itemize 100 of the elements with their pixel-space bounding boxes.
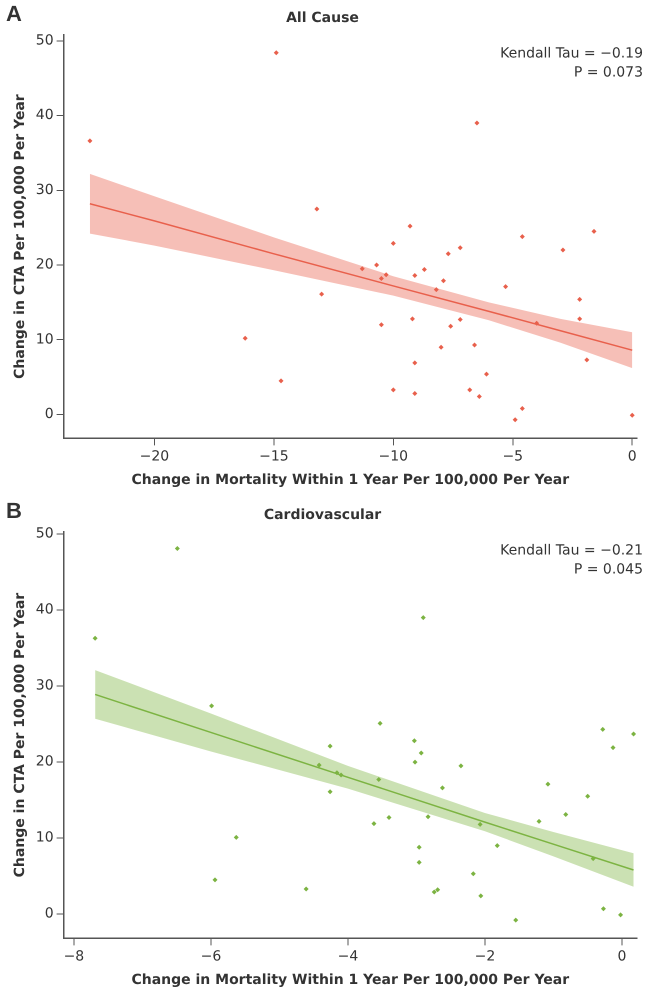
x-axis-title: Change in Mortality Within 1 Year Per 100,000 Per Year bbox=[131, 472, 570, 488]
point bbox=[412, 738, 417, 744]
point bbox=[174, 546, 180, 552]
y-tick-label: 10 bbox=[36, 830, 54, 846]
point bbox=[412, 760, 418, 765]
point bbox=[334, 770, 340, 776]
point bbox=[476, 394, 482, 400]
point bbox=[577, 316, 582, 322]
point bbox=[390, 387, 396, 392]
point bbox=[545, 782, 550, 787]
text: A bbox=[6, 1, 22, 26]
point bbox=[446, 251, 451, 256]
point bbox=[420, 615, 426, 620]
y-tick-label: 50 bbox=[36, 32, 54, 48]
point bbox=[328, 744, 333, 749]
point bbox=[422, 266, 427, 272]
x-axis-title: Change in Mortality Within 1 Year Per 100,000 Per Year bbox=[131, 972, 570, 988]
point bbox=[374, 262, 380, 268]
point bbox=[478, 822, 483, 827]
point bbox=[408, 224, 413, 229]
x-tick-label: 0 bbox=[617, 948, 626, 964]
chart-title: Cardiovascular bbox=[264, 507, 382, 524]
point bbox=[584, 357, 590, 362]
y-tick-label: 20 bbox=[36, 256, 54, 273]
point bbox=[274, 50, 279, 56]
point bbox=[585, 794, 590, 799]
point bbox=[630, 412, 635, 418]
point bbox=[412, 272, 418, 278]
point bbox=[278, 378, 284, 384]
point bbox=[209, 703, 214, 708]
point bbox=[474, 120, 480, 126]
chart-title: All Cause bbox=[286, 10, 359, 26]
point bbox=[416, 860, 422, 865]
annotation: P = 0.045 bbox=[574, 561, 643, 578]
point bbox=[319, 292, 324, 297]
point bbox=[434, 287, 439, 292]
x-tick-label: −10 bbox=[378, 448, 408, 464]
x-tick-label: −5 bbox=[502, 448, 524, 464]
point bbox=[314, 206, 320, 212]
point bbox=[360, 266, 365, 272]
y-axis-title: Change in CTA Per 100,000 Per Year bbox=[12, 94, 28, 379]
point bbox=[376, 777, 382, 782]
point bbox=[560, 248, 566, 253]
y-tick-label: 30 bbox=[36, 678, 54, 694]
point bbox=[494, 843, 500, 848]
annotation: P = 0.073 bbox=[574, 64, 643, 80]
point bbox=[432, 890, 437, 895]
y-tick-label: 0 bbox=[44, 906, 54, 922]
y-tick-label: 40 bbox=[36, 107, 54, 124]
x-tick-label: −8 bbox=[64, 948, 84, 964]
point bbox=[412, 360, 418, 366]
y-tick-label: 20 bbox=[36, 754, 54, 770]
point bbox=[371, 821, 376, 826]
point bbox=[338, 772, 344, 778]
point bbox=[631, 731, 636, 736]
x-tick-label: −6 bbox=[200, 948, 222, 964]
x-tick-label: −4 bbox=[338, 948, 358, 964]
point bbox=[610, 745, 616, 750]
point bbox=[536, 818, 542, 824]
point bbox=[484, 372, 489, 377]
annotation: Kendall Tau = −0.21 bbox=[500, 542, 643, 558]
y-tick-label: 40 bbox=[36, 602, 54, 618]
x-tick-label: −15 bbox=[259, 448, 289, 464]
point bbox=[242, 336, 248, 341]
point bbox=[378, 322, 384, 328]
point bbox=[448, 324, 454, 329]
point bbox=[618, 912, 624, 918]
point bbox=[458, 317, 463, 322]
point bbox=[590, 856, 596, 862]
y-tick-label: 30 bbox=[36, 182, 54, 198]
point bbox=[304, 886, 309, 892]
point bbox=[440, 278, 446, 284]
point bbox=[234, 834, 239, 840]
point bbox=[458, 245, 463, 250]
point bbox=[470, 871, 476, 876]
point bbox=[386, 815, 392, 820]
point bbox=[591, 228, 596, 234]
point bbox=[520, 406, 525, 412]
x-tick-label: −20 bbox=[140, 448, 170, 464]
point bbox=[503, 284, 508, 290]
point bbox=[577, 296, 582, 302]
point bbox=[513, 918, 518, 923]
x-tick-label: 0 bbox=[628, 448, 637, 464]
point bbox=[435, 887, 440, 892]
y-tick-label: 10 bbox=[36, 331, 54, 348]
point bbox=[438, 344, 444, 350]
point bbox=[440, 785, 445, 790]
point bbox=[410, 316, 415, 322]
point bbox=[87, 138, 92, 144]
point bbox=[378, 720, 383, 726]
point bbox=[478, 893, 484, 898]
y-tick-label: 50 bbox=[36, 526, 54, 542]
point bbox=[534, 320, 540, 326]
point bbox=[328, 789, 333, 794]
point bbox=[563, 812, 568, 818]
point bbox=[390, 240, 396, 246]
point bbox=[418, 750, 424, 756]
text: B bbox=[6, 498, 22, 524]
point bbox=[512, 417, 518, 422]
x-tick-label: −2 bbox=[474, 948, 496, 964]
